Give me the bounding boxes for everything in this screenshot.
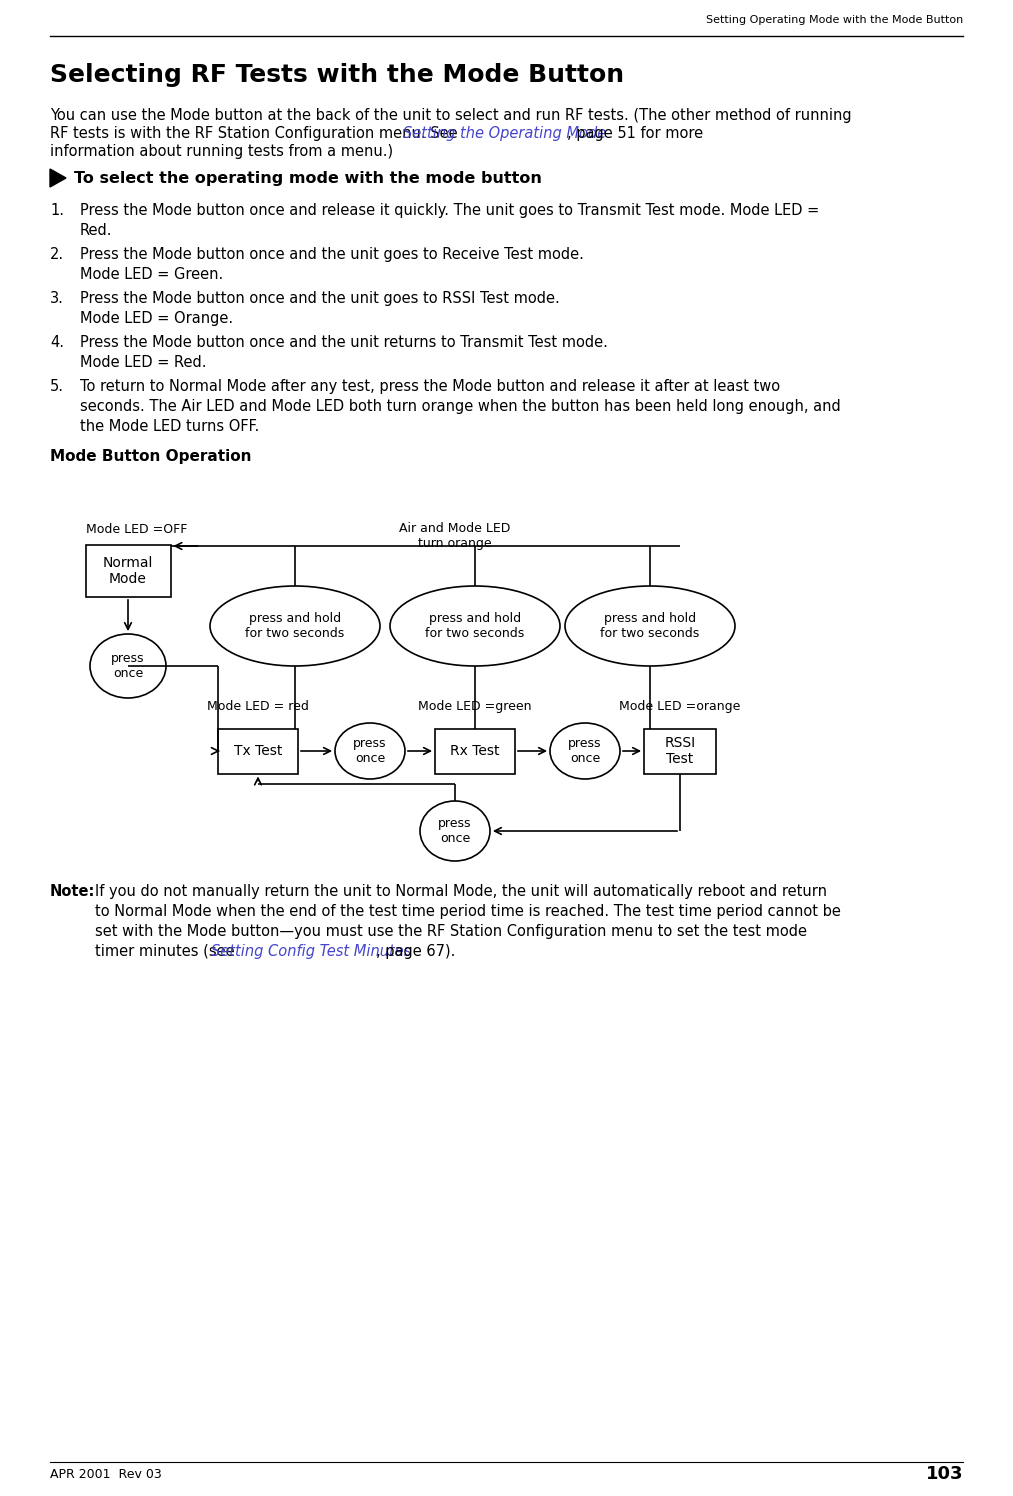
Ellipse shape [335,723,405,779]
Text: Mode LED = Green.: Mode LED = Green. [80,266,223,281]
Text: You can use the Mode button at the back of the unit to select and run RF tests. : You can use the Mode button at the back … [50,108,852,123]
Text: Press the Mode button once and the unit goes to Receive Test mode.: Press the Mode button once and the unit … [80,247,583,262]
Text: If you do not manually return the unit to Normal Mode, the unit will automatical: If you do not manually return the unit t… [95,884,827,899]
Text: 2.: 2. [50,247,64,262]
Text: 5.: 5. [50,378,64,393]
Text: Setting Config Test Minutes: Setting Config Test Minutes [211,944,411,959]
Text: Normal
Mode: Normal Mode [102,557,153,586]
Text: APR 2001  Rev 03: APR 2001 Rev 03 [50,1468,162,1481]
Text: press
once: press once [354,738,387,764]
Text: the Mode LED turns OFF.: the Mode LED turns OFF. [80,419,259,434]
Text: press and hold
for two seconds: press and hold for two seconds [245,612,344,640]
Ellipse shape [550,723,620,779]
Text: RF tests is with the RF Station Configuration menu. See: RF tests is with the RF Station Configur… [50,126,462,141]
Text: timer minutes (see: timer minutes (see [95,944,239,959]
Text: Setting Operating Mode with the Mode Button: Setting Operating Mode with the Mode But… [706,15,963,25]
Text: 4.: 4. [50,335,64,350]
Text: Red.: Red. [80,223,112,238]
Text: Note:: Note: [50,884,95,899]
Text: to Normal Mode when the end of the test time period time is reached. The test ti: to Normal Mode when the end of the test … [95,904,841,919]
Text: set with the Mode button—you must use the RF Station Configuration menu to set t: set with the Mode button—you must use th… [95,923,807,938]
Bar [85,545,170,597]
Ellipse shape [90,634,166,699]
Ellipse shape [420,800,490,862]
Bar [435,729,515,773]
Bar [218,729,298,773]
Text: press and hold
for two seconds: press and hold for two seconds [425,612,525,640]
Text: Mode LED =orange: Mode LED =orange [619,700,741,712]
Ellipse shape [390,586,560,666]
Ellipse shape [210,586,380,666]
Text: , page 51 for more: , page 51 for more [566,126,703,141]
Text: Rx Test: Rx Test [450,744,499,758]
Text: information about running tests from a menu.): information about running tests from a m… [50,144,393,159]
Text: To select the operating mode with the mode button: To select the operating mode with the mo… [74,171,542,186]
Text: RSSI
Test: RSSI Test [665,736,696,766]
Text: Mode LED =OFF: Mode LED =OFF [86,522,187,536]
Text: Mode Button Operation: Mode Button Operation [50,449,251,464]
Text: 103: 103 [926,1465,963,1483]
Text: Mode LED = Orange.: Mode LED = Orange. [80,311,233,326]
Text: Press the Mode button once and the unit goes to RSSI Test mode.: Press the Mode button once and the unit … [80,290,560,305]
Text: , page 67).: , page 67). [376,944,455,959]
Text: press
once: press once [568,738,602,764]
Text: To return to Normal Mode after any test, press the Mode button and release it af: To return to Normal Mode after any test,… [80,378,780,393]
Text: Mode LED =green: Mode LED =green [418,700,532,712]
Text: Setting the Operating Mode: Setting the Operating Mode [403,126,606,141]
Text: Press the Mode button once and the unit returns to Transmit Test mode.: Press the Mode button once and the unit … [80,335,608,350]
Text: Tx Test: Tx Test [234,744,283,758]
Text: Mode LED = Red.: Mode LED = Red. [80,355,207,370]
Text: Press the Mode button once and release it quickly. The unit goes to Transmit Tes: Press the Mode button once and release i… [80,202,820,217]
Text: Air and Mode LED
turn orange: Air and Mode LED turn orange [399,522,511,551]
Text: 1.: 1. [50,202,64,217]
Bar [644,729,716,773]
Text: press
once: press once [439,817,472,845]
Text: seconds. The Air LED and Mode LED both turn orange when the button has been held: seconds. The Air LED and Mode LED both t… [80,398,841,413]
Ellipse shape [565,586,735,666]
Text: 3.: 3. [50,290,64,305]
Text: Selecting RF Tests with the Mode Button: Selecting RF Tests with the Mode Button [50,63,624,87]
Text: press and hold
for two seconds: press and hold for two seconds [601,612,700,640]
Text: press
once: press once [111,652,145,681]
Polygon shape [50,169,66,187]
Text: Mode LED = red: Mode LED = red [207,700,309,712]
